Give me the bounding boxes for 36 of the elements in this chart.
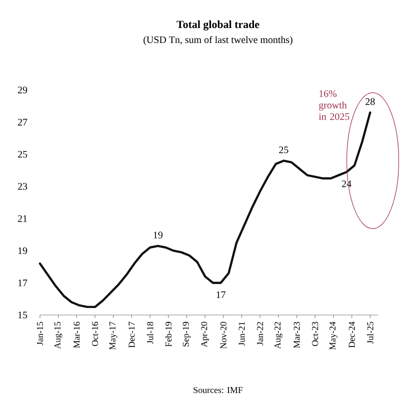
- x-tick-label: Feb-19: [165, 322, 172, 347]
- x-tick-label: Oct-16: [92, 322, 98, 346]
- y-tick-label: 15: [18, 312, 28, 318]
- x-tick-label: Jan-22: [257, 322, 264, 346]
- x-tick-label: Oct-23: [312, 322, 318, 346]
- annotation: 19: [154, 232, 162, 238]
- x-tick-label: Jan-15: [36, 322, 44, 346]
- y-tick-label: 21: [18, 215, 27, 222]
- annotation: 25: [279, 146, 288, 154]
- x-tick-label: Mar-23: [294, 322, 300, 348]
- y-tick-label: 23: [18, 183, 28, 190]
- x-tick-label: May-24: [330, 322, 338, 350]
- annotation: 24: [342, 180, 352, 188]
- x-tick-label: Jul-18: [146, 322, 154, 344]
- x-tick-label: Sep-19: [182, 322, 191, 346]
- chart-subtitle: (USD Tn, sum of last twelve months): [144, 36, 292, 46]
- annotation: 17: [216, 291, 226, 298]
- x-tick-label: Dec-17: [128, 322, 135, 348]
- x-tick-label: Nov-20: [220, 322, 226, 349]
- x-tick-label: Aug-22: [274, 322, 282, 349]
- y-tick-label: 17: [18, 280, 28, 286]
- y-tick-label: 19: [18, 247, 28, 254]
- y-tick-label: 25: [18, 150, 28, 158]
- annotation: 28: [366, 98, 375, 105]
- y-tick-label: 27: [18, 118, 28, 126]
- x-tick-label: Jul-25: [366, 322, 374, 344]
- x-tick-label: May-17: [109, 322, 118, 350]
- x-tick-label: Aug-15: [54, 322, 62, 349]
- x-tick-label: Apr-20: [201, 322, 210, 348]
- annotation: 16% growth in 2025: [318, 90, 350, 120]
- x-tick-label: Mar-16: [74, 322, 80, 348]
- y-tick-label: 29: [18, 86, 28, 94]
- x-tick-label: Dec-24: [348, 322, 355, 348]
- x-tick-label: Jun-21: [238, 322, 245, 346]
- chart-title: Total global trade: [176, 20, 260, 30]
- source-note: Sources: IMF: [194, 387, 243, 394]
